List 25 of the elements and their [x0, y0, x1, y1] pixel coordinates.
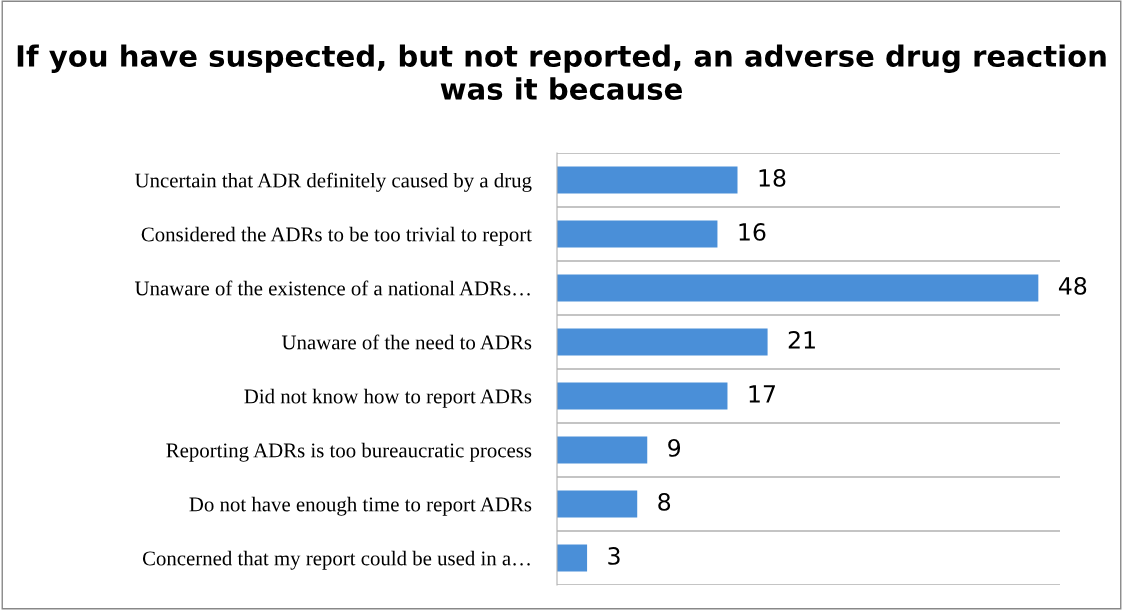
data-label: 48: [1058, 276, 1087, 295]
y-tick-label: Unaware of the need to ADRs: [281, 334, 532, 350]
y-tick-label: Did not know how to report ADRs: [244, 388, 532, 408]
data-label: 8: [658, 492, 671, 511]
data-label: 17: [749, 385, 775, 403]
bar: [557, 490, 638, 518]
y-tick-label: Reporting ADRs is too bureaucratic process: [166, 442, 532, 462]
data-label: 3: [608, 546, 620, 565]
data-label: 16: [739, 222, 766, 241]
bar: [557, 274, 1039, 302]
chart-title: If you have suspected, but not reported, an adverse drug reaction was it because: [17, 44, 1106, 100]
bar: [557, 544, 588, 572]
data-label: 9: [668, 438, 681, 457]
bar: [557, 436, 648, 464]
bar: [557, 220, 718, 248]
bar: [557, 166, 738, 194]
data-label: 21: [788, 330, 815, 349]
y-tick-label: Unaware of the existence of a national ADRs…: [134, 280, 530, 296]
bar: [557, 328, 768, 356]
y-tick-label: Concerned that my report could be used in a…: [142, 550, 530, 570]
y-tick-label: Considered the ADRs to be too trivial to report: [141, 226, 532, 246]
y-tick-label: Do not have enough time to report ADRs: [189, 496, 532, 516]
bar: [557, 382, 728, 410]
y-tick-label: Uncertain that ADR definitely caused by a drug: [134, 172, 532, 192]
data-label: 18: [759, 168, 786, 187]
